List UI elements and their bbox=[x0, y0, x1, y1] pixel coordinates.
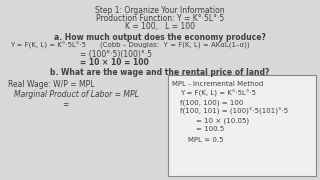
Text: = 100.5: = 100.5 bbox=[196, 126, 224, 132]
Text: Y = F(K, L) = K°·5L°·5: Y = F(K, L) = K°·5L°·5 bbox=[180, 90, 256, 97]
Text: a. How much output does the economy produce?: a. How much output does the economy prod… bbox=[54, 33, 266, 42]
FancyBboxPatch shape bbox=[167, 75, 316, 176]
Text: f(100, 101) = (100)°·5(101)°·5: f(100, 101) = (100)°·5(101)°·5 bbox=[180, 108, 288, 115]
Text: f(100, 100) = 100: f(100, 100) = 100 bbox=[180, 99, 244, 105]
Text: MPL ≈ 0.5: MPL ≈ 0.5 bbox=[188, 137, 223, 143]
Text: b. What are the wage and the rental price of land?: b. What are the wage and the rental pric… bbox=[50, 68, 270, 77]
Text: K = 100,   L = 100: K = 100, L = 100 bbox=[125, 22, 195, 31]
Text: Marginal Product of Labor = MPL: Marginal Product of Labor = MPL bbox=[14, 90, 139, 99]
Text: MPL - Incremental Method: MPL - Incremental Method bbox=[172, 81, 263, 87]
Text: = (100°·5)(100)°·5: = (100°·5)(100)°·5 bbox=[80, 50, 152, 59]
Text: Y = F(K, L) = K°·5L°·5: Y = F(K, L) = K°·5L°·5 bbox=[10, 42, 86, 49]
Text: Real Wage: W/P = MPL: Real Wage: W/P = MPL bbox=[8, 80, 94, 89]
Text: Production Function: Y = K°·5L°·5: Production Function: Y = K°·5L°·5 bbox=[96, 14, 224, 23]
Text: = 10 × (10.05): = 10 × (10.05) bbox=[196, 117, 249, 123]
Text: (Cobb – Douglas:  Y = F(K, L) = AKαL(1–α)): (Cobb – Douglas: Y = F(K, L) = AKαL(1–α)… bbox=[100, 42, 250, 48]
Text: = 10 × 10 = 100: = 10 × 10 = 100 bbox=[80, 58, 149, 67]
Text: Step 1: Organize Your Information: Step 1: Organize Your Information bbox=[95, 6, 225, 15]
Text: =: = bbox=[62, 100, 68, 109]
